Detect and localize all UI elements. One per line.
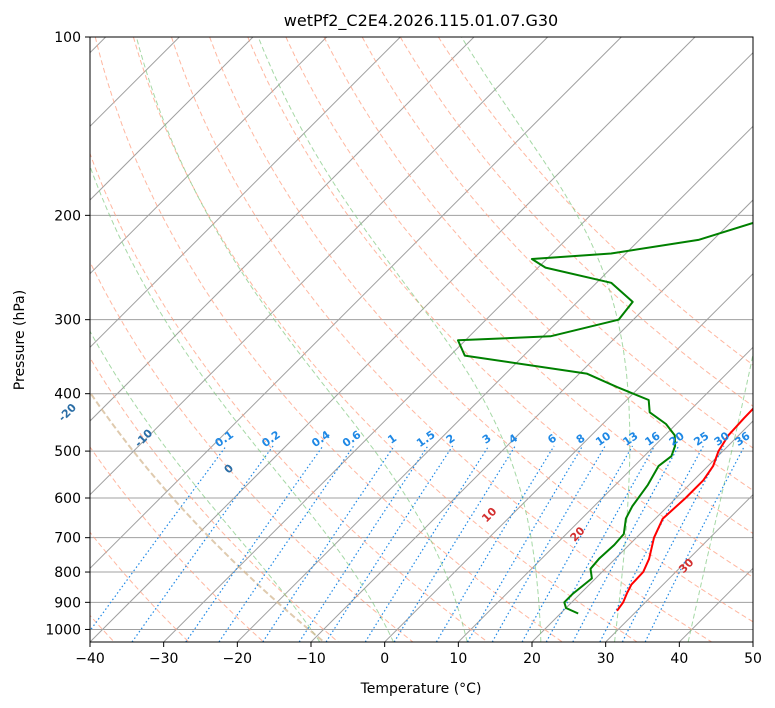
moist-adiabat-line — [257, 37, 542, 642]
y-tick-label: 400 — [54, 387, 81, 403]
dry-adiabat-line — [209, 37, 753, 623]
y-tick-label: 300 — [54, 313, 81, 329]
isotherm-line — [90, 37, 549, 496]
x-tick-label: 20 — [523, 651, 541, 667]
chart-title: wetPf2_C2E4.2026.115.01.07.G30 — [284, 11, 558, 31]
mixing-ratio-line — [393, 445, 516, 642]
x-tick-label: 10 — [449, 651, 467, 667]
moist-adiabat-line — [687, 352, 753, 642]
dry-adiabat-line — [247, 37, 753, 578]
dry-adiabat-line — [437, 37, 753, 366]
dry-adiabat-line — [90, 446, 264, 642]
isotherm-line — [457, 346, 753, 642]
x-tick-label: 30 — [597, 651, 615, 667]
y-tick-label: 1000 — [45, 622, 81, 638]
dry-adiabat-line — [323, 37, 753, 491]
mixing-ratio-line — [131, 445, 274, 642]
isotherm-line — [384, 272, 753, 642]
dry-adiabat-line — [90, 260, 414, 642]
y-tick-label: 900 — [54, 595, 81, 611]
y-tick-label: 200 — [54, 208, 81, 224]
temperature-trace — [616, 407, 753, 612]
y-tick-label: 100 — [54, 30, 81, 46]
plot-frame — [89, 36, 754, 643]
y-tick-label: 800 — [54, 565, 81, 581]
mixing-ratio-line — [644, 445, 746, 642]
isotherm-line — [90, 37, 401, 349]
y-axis-label: Pressure (hPa) — [12, 290, 28, 390]
isotherm-line — [90, 37, 622, 570]
dry-adiabat-line — [285, 37, 753, 535]
y-axis: 100 200 300 400 500 600 700 800 900 1000 — [45, 30, 90, 638]
x-axis: −40 −30 −20 −10 0 10 20 30 40 50 — [75, 642, 762, 667]
x-tick-label: −20 — [223, 651, 253, 667]
dry-adiabat-line — [171, 37, 712, 642]
x-tick-label: 40 — [670, 651, 688, 667]
sounding-traces — [457, 221, 753, 615]
moist-adiabat-line — [90, 330, 321, 642]
dry-adiabat-line — [90, 152, 488, 642]
isotherm-line — [90, 37, 696, 642]
y-tick-label: 500 — [54, 444, 81, 460]
mixing-ratio-line — [325, 445, 454, 642]
isotherm-line — [90, 37, 254, 201]
moist-adiabat-line — [90, 164, 394, 642]
dry-adiabat-line — [361, 37, 753, 449]
isotherm-line — [90, 37, 475, 422]
x-tick-label: −40 — [75, 651, 105, 667]
mixing-ratio-line — [298, 445, 429, 642]
dry-adiabat-line — [399, 37, 753, 407]
mixing-ratio-line — [218, 445, 355, 642]
x-tick-label: −10 — [296, 651, 326, 667]
isotherm-line — [236, 125, 753, 642]
mixing-ratio-line — [185, 445, 324, 642]
mixing-ratio-line — [466, 445, 584, 642]
lcl-curve — [90, 390, 325, 642]
mixing-ratio-line — [545, 445, 656, 642]
isotherm-line — [531, 420, 753, 642]
y-tick-label: 600 — [54, 491, 81, 507]
isotherm-line — [90, 37, 328, 275]
mixing-ratio-line — [262, 445, 395, 642]
mixing-ratio-line — [521, 445, 634, 642]
mixing-ratio-line — [364, 445, 490, 642]
x-tick-label: 50 — [744, 651, 762, 667]
dry-adiabat-line — [132, 37, 638, 642]
mixing-ratio-line — [435, 445, 555, 642]
isotherm-line — [605, 493, 753, 642]
x-tick-label: −30 — [149, 651, 179, 667]
x-tick-label: 0 — [380, 651, 389, 667]
y-tick-label: 700 — [54, 531, 81, 547]
dewpoint-trace — [457, 221, 753, 615]
mixing-ratio-line — [621, 445, 725, 642]
x-axis-label: Temperature (°C) — [360, 681, 482, 697]
